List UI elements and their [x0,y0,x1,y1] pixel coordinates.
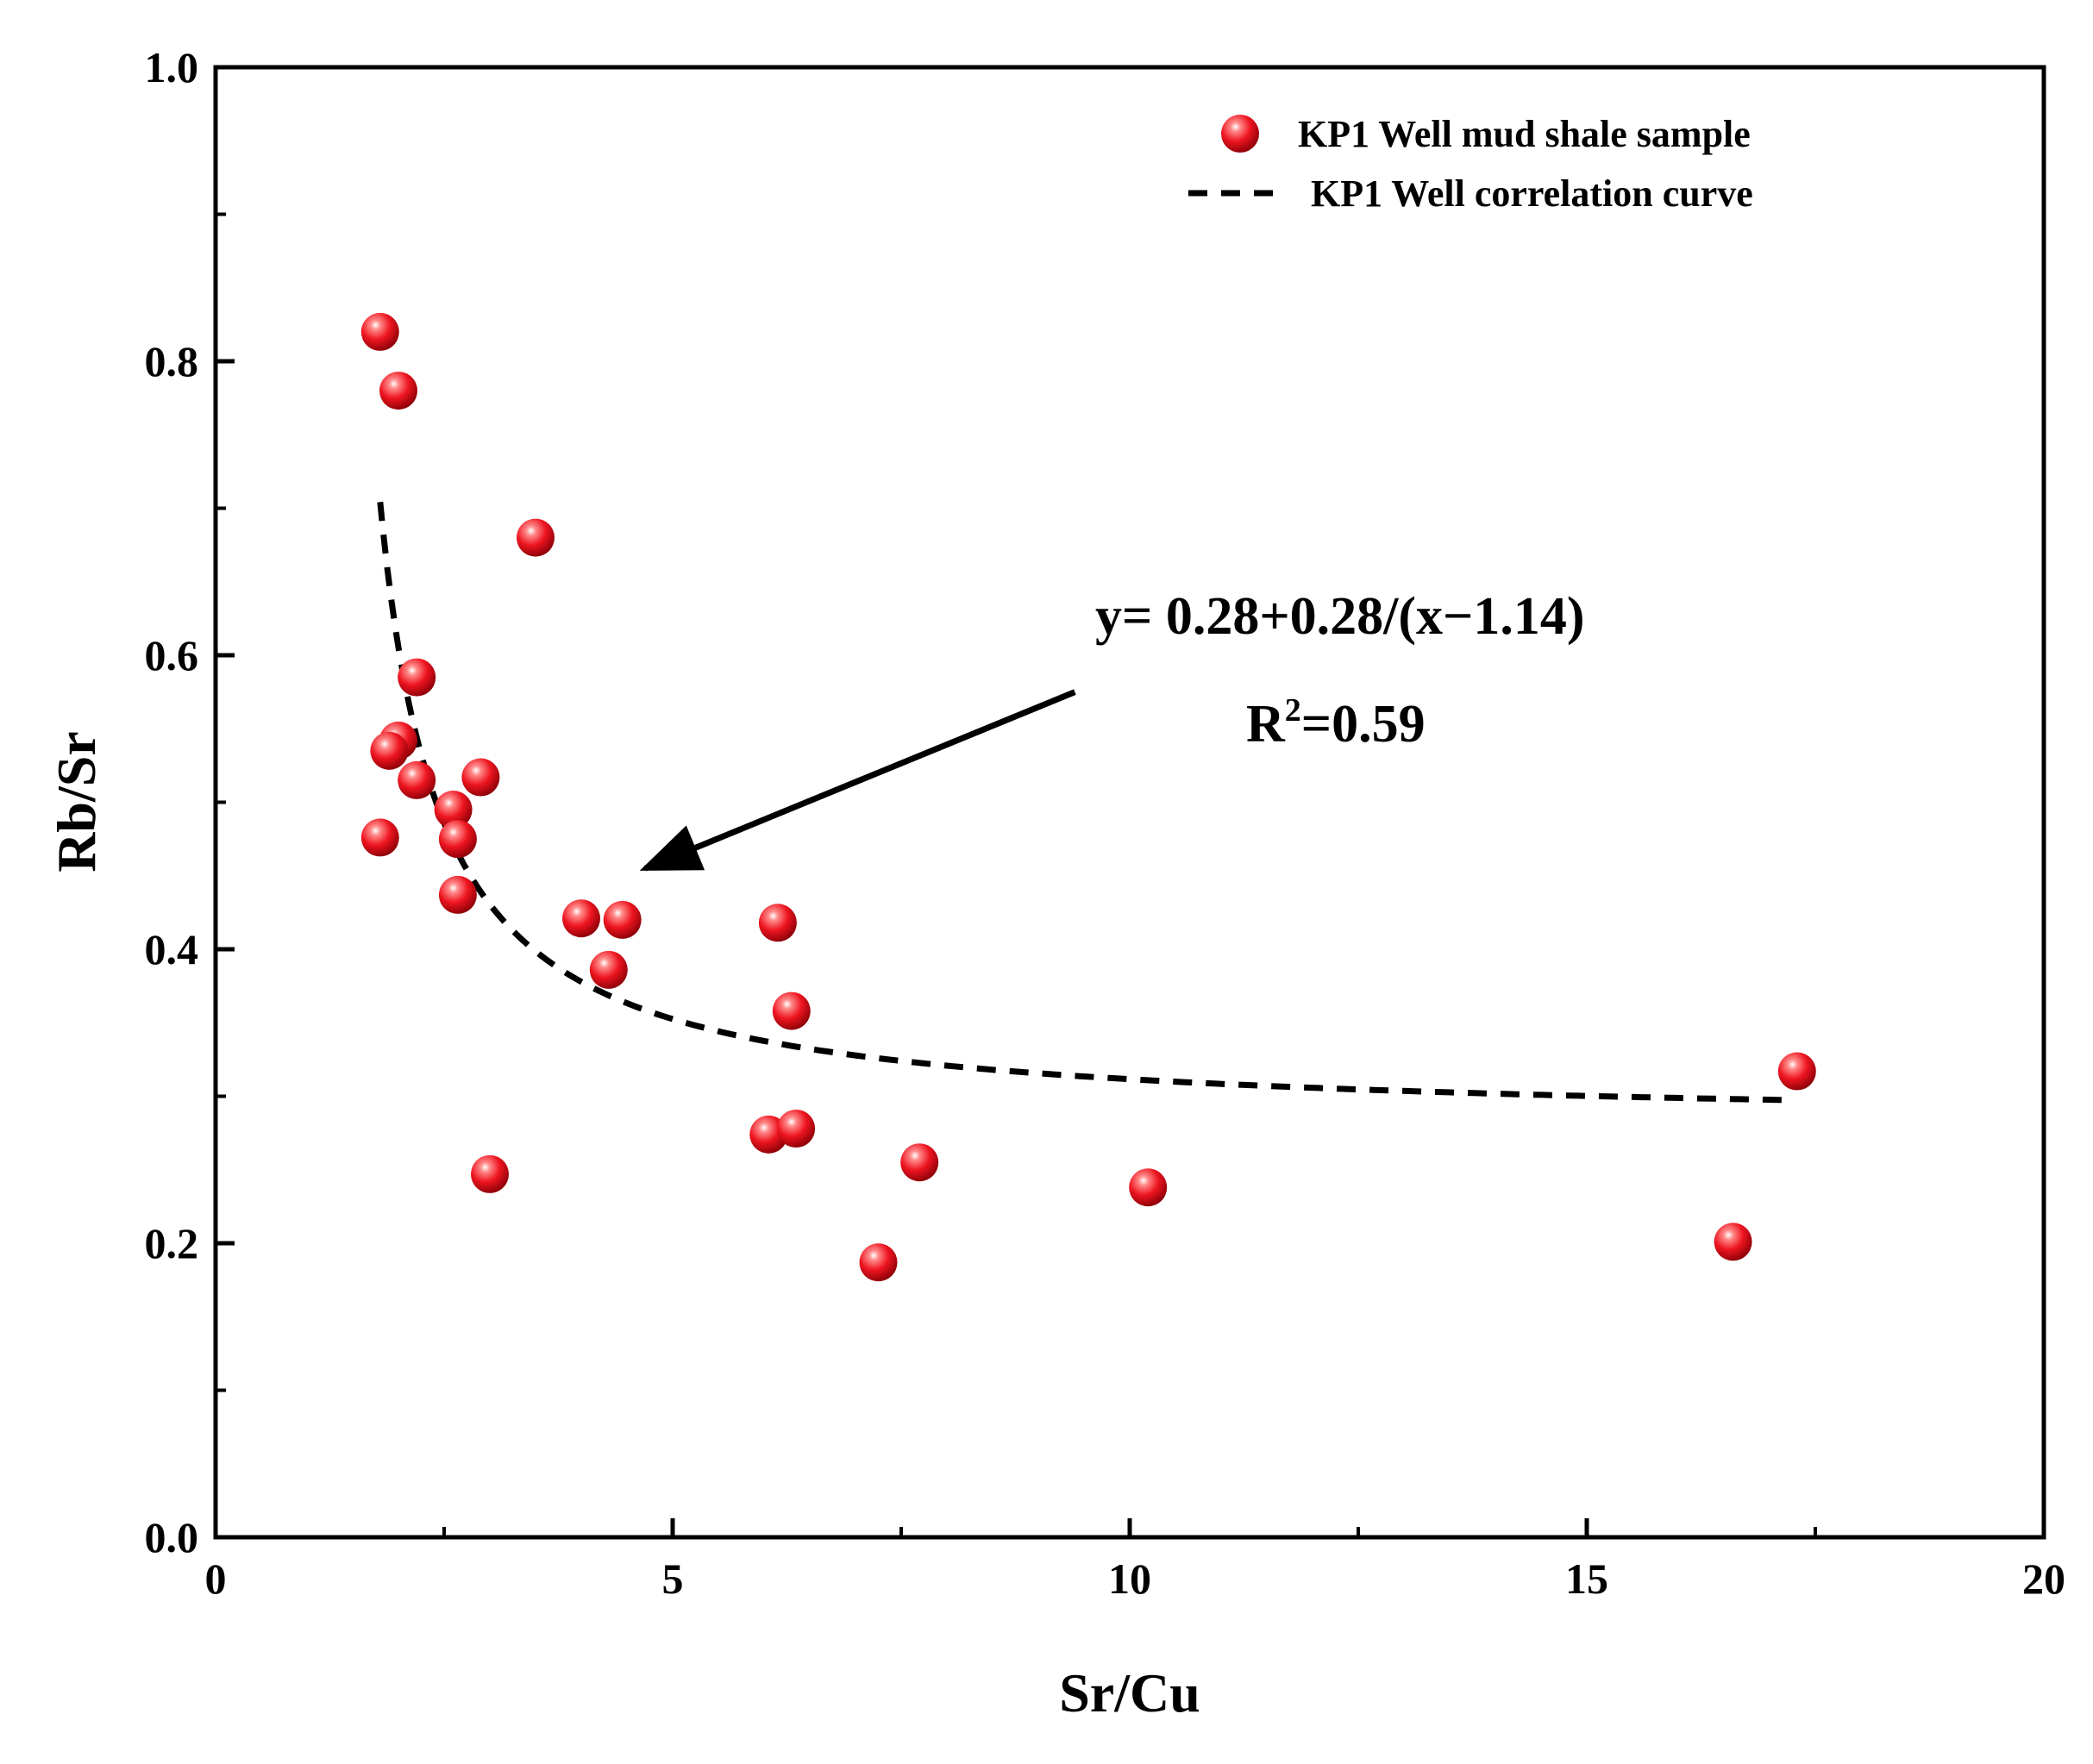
y-tick-label: 0.0 [145,1513,199,1561]
scatter-point [370,731,409,770]
legend-marker-scatter [1221,115,1259,153]
scatter-point [398,658,436,697]
y-axis-ticks: 0.0 0.2 0.4 0.6 0.8 1.0 [145,43,235,1561]
scatter-point [1129,1168,1168,1207]
scatter-point [589,950,628,989]
x-tick-label: 15 [1565,1554,1608,1603]
scatter-point [360,312,399,351]
scatter-point [758,904,797,942]
plot-frame [213,65,2046,1540]
scatter-point [434,791,473,829]
legend-label-curve: KP1 Well correlation curve [1311,172,1753,215]
scatter-point [603,900,642,939]
scatter-point [777,1110,816,1148]
scatter-point [859,1243,898,1282]
y-tick-label: 0.4 [145,925,199,973]
y-tick-label: 1.0 [145,43,199,91]
scatter-point [360,818,399,857]
scatter-point [398,760,436,799]
legend: KP1 Well mud shale sample KP1 Well corre… [1188,113,1753,215]
scatter-point [461,758,500,797]
x-tick-label: 5 [662,1554,684,1603]
scatter-point [438,875,477,914]
scatter-point [772,991,811,1030]
scatter-point [379,372,417,410]
y-tick-label: 0.2 [145,1219,199,1267]
r-squared-value: =0.59 [1301,695,1426,754]
equation-label: y= 0.28+0.28/(x−1.14) [1095,587,1585,646]
y-axis-title: Rb/Sr [46,731,107,873]
r-squared-superscript: 2 [1285,692,1301,729]
scatter-point [471,1154,509,1193]
r-squared-prefix: R [1246,695,1286,754]
scatter-point [438,820,477,859]
y-tick-label: 0.6 [145,631,199,679]
y-tick-label: 0.8 [145,337,199,385]
scatter-point [900,1143,939,1182]
x-tick-label: 0 [205,1554,227,1603]
legend-label-scatter: KP1 Well mud shale sample [1298,113,1751,155]
annotation-arrow [639,689,1076,872]
scatter-point [1777,1052,1816,1091]
scatter-point [517,518,555,557]
x-tick-label: 20 [2022,1554,2065,1603]
data-points [360,312,1816,1282]
scatter-point [1714,1223,1752,1261]
scatter-point [562,899,600,938]
r-squared-label: R2=0.59 [1246,692,1426,754]
x-tick-label: 10 [1108,1554,1151,1603]
x-axis-title: Sr/Cu [1059,1662,1200,1723]
x-axis-ticks: 0 5 10 15 20 [205,1518,2065,1603]
